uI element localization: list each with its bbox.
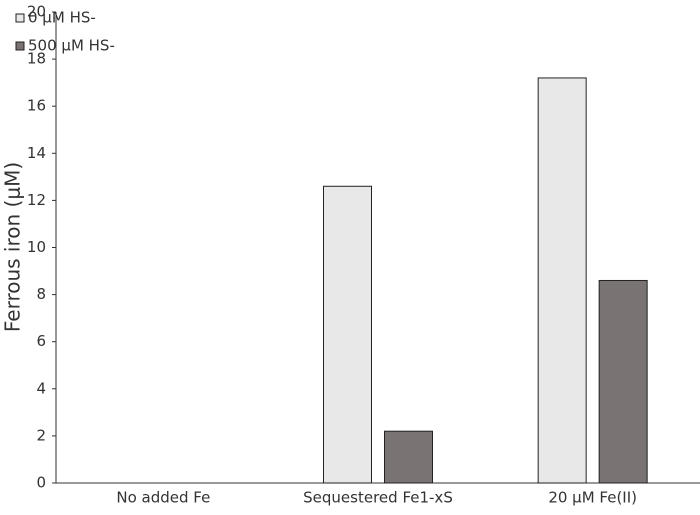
y-tick-label: 16 (27, 97, 46, 115)
y-tick-label: 18 (27, 50, 46, 68)
x-tick-label: Sequestered Fe1-xS (303, 489, 453, 507)
y-tick-label: 2 (36, 426, 46, 444)
bar (598, 279, 648, 484)
y-tick-label: 6 (36, 332, 46, 350)
y-tick-label: 4 (36, 379, 46, 397)
bar (537, 77, 587, 484)
legend-swatch (15, 41, 25, 51)
x-tick-label: 20 μM Fe(II) (548, 489, 637, 507)
y-tick-label: 8 (36, 285, 46, 303)
y-tick-label: 20 (27, 3, 46, 21)
bar (323, 185, 372, 484)
y-tick-label: 12 (27, 191, 46, 209)
y-tick-label: 10 (27, 238, 46, 256)
y-tick-label: 0 (36, 474, 46, 492)
x-tick-label: No added Fe (116, 489, 210, 507)
bar (384, 430, 433, 484)
legend-label: 500 μM HS- (28, 37, 115, 55)
legend-label: 0 μM HS- (28, 9, 96, 27)
y-tick-label: 14 (27, 144, 46, 162)
legend-swatch (15, 13, 25, 23)
y-axis-label: Ferrous iron (μM) (1, 162, 25, 332)
